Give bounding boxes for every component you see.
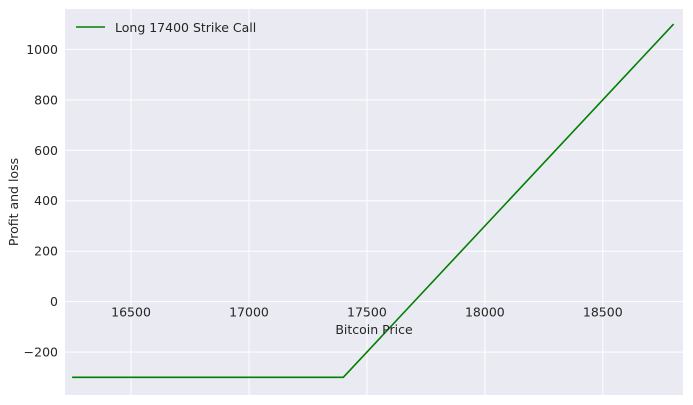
- x-tick-label: 17500: [347, 305, 387, 320]
- legend-label: Long 17400 Strike Call: [115, 20, 256, 35]
- y-tick-label: −200: [24, 345, 58, 360]
- y-tick-label: 1000: [26, 42, 58, 57]
- y-tick-label: 200: [34, 244, 58, 259]
- x-tick-label: 17000: [229, 305, 269, 320]
- x-tick-label: 16500: [111, 305, 151, 320]
- x-axis-label: Bitcoin Price: [335, 322, 413, 337]
- y-tick-label: 0: [50, 294, 58, 309]
- y-tick-label: 400: [34, 193, 58, 208]
- y-tick-label: 600: [34, 143, 58, 158]
- series-line: [72, 23, 675, 379]
- legend: Long 17400 Strike Call: [76, 20, 256, 35]
- y-tick-label: 800: [34, 92, 58, 107]
- y-tick-labels: −200 0 200 400 600 800 1000: [24, 42, 58, 360]
- series-layer: [72, 23, 675, 379]
- plot-background: [65, 9, 683, 395]
- x-tick-label: 18000: [465, 305, 505, 320]
- grid-lines: [65, 9, 683, 395]
- x-tick-labels: 16500 17000 17500 18000 18500: [111, 305, 623, 320]
- y-axis-label: Profit and loss: [6, 158, 21, 246]
- x-tick-label: 18500: [583, 305, 623, 320]
